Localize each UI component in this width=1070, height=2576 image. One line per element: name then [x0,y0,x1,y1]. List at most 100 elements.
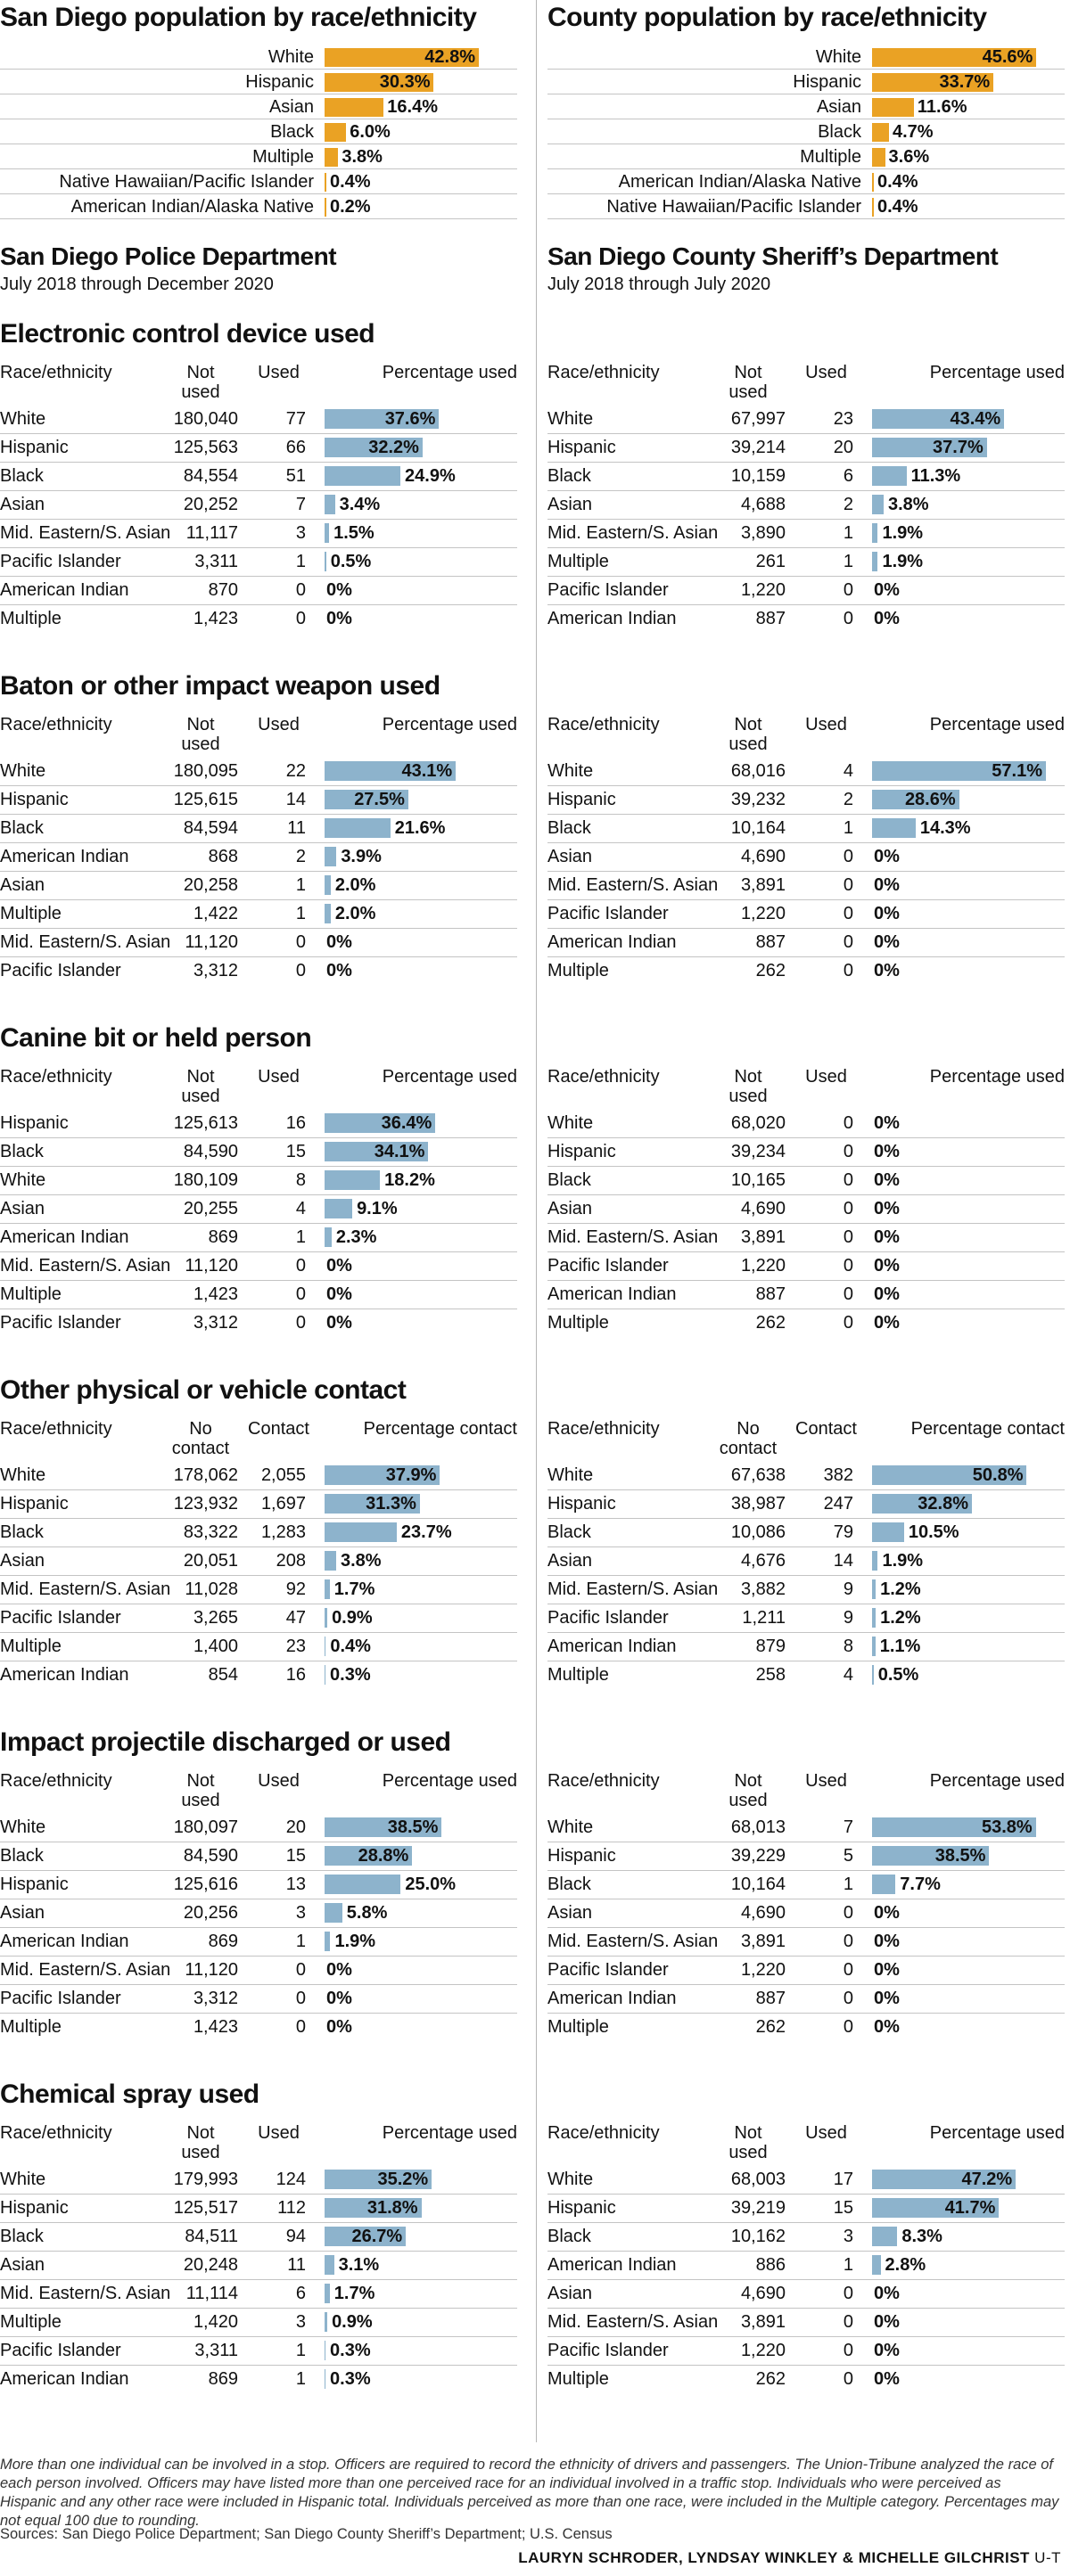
race-label: Hispanic [547,2198,616,2218]
percentage-bar [872,790,959,809]
percentage-label: 0.9% [332,2312,373,2332]
population-bar [325,98,384,117]
credit: LAURYN SCHRODER, LYNDSAY WINKLEY & MICHE… [518,2549,1061,2567]
not-used-value: 3,311 [194,2341,238,2360]
population-category-label: Multiple [800,147,861,167]
population-category-label: Black [270,122,314,142]
not-used-value: 1,220 [740,1960,786,1980]
row-rule [0,1575,517,1576]
header-used: Used [258,1067,300,1087]
not-used-value: 1,420 [193,2312,238,2332]
header-race: Race/ethnicity [0,1771,112,1791]
row-rule [547,218,1065,219]
used-value: 0 [843,2284,853,2303]
sources: Sources: San Diego Police Department; Sa… [0,2526,613,2542]
not-used-value: 1,220 [740,580,786,600]
section-title: Impact projectile discharged or used [0,1727,451,1757]
row-rule [547,1194,1065,1195]
used-value: 1 [843,1875,853,1894]
header-not-used: Not used [728,1771,768,1810]
not-used-value: 10,165 [730,1170,786,1190]
population-row: American Indian/Alaska Native 0.2% [0,194,517,219]
percentage-label: 0% [326,1960,352,1980]
not-used-value: 258 [755,1665,786,1685]
row-rule [0,1280,517,1281]
used-value: 1 [295,875,306,895]
race-label: White [547,1817,594,1837]
percentage-label: 0% [326,580,352,600]
used-value: 208 [276,1551,306,1571]
header-used: Contact [248,1419,309,1439]
used-value: 1 [295,1932,306,1951]
not-used-value: 3,891 [740,1227,786,1247]
used-value: 1 [295,552,306,571]
not-used-value: 67,638 [730,1465,786,1485]
race-label: Multiple [547,2017,609,2037]
not-used-value: 887 [755,609,786,628]
race-label: Pacific Islander [0,2341,121,2360]
row-rule [547,1575,1065,1576]
not-used-value: 10,162 [730,2227,786,2246]
used-value: 0 [843,609,853,628]
percentage-bar [325,1579,330,1599]
race-label: Mid. Eastern/S. Asian [547,1227,719,1247]
percentage-label: 2.8% [885,2255,926,2275]
used-value: 0 [843,1313,853,1333]
header-race: Race/ethnicity [0,1419,112,1439]
population-bar [325,198,326,217]
percentage-label: 0% [874,1199,900,1218]
not-used-value: 20,258 [183,875,238,895]
used-value: 1,697 [260,1494,306,1514]
not-used-value: 10,159 [730,466,786,486]
used-value: 0 [843,1142,853,1161]
percentage-bar [325,1199,353,1218]
percentage-bar [872,818,916,838]
percentage-label: 28.6% [904,790,956,809]
header-percentage: Percentage used [382,2123,517,2143]
header-used: Contact [795,1419,857,1439]
not-used-value: 1,423 [193,609,238,628]
row-rule [547,2308,1065,2309]
percentage-label: 0.3% [330,1665,371,1685]
not-used-value: 1,422 [193,904,238,923]
race-label: Black [0,2227,44,2246]
race-label: Black [547,1522,591,1542]
not-used-value: 3,265 [193,1608,238,1628]
row-rule [0,2013,517,2014]
percentage-label: 1.9% [882,1551,924,1571]
not-used-value: 11,120 [185,1960,238,1980]
not-used-value: 869 [208,1227,238,1247]
department-subtitle: July 2018 through December 2020 [0,275,274,294]
used-value: 23 [285,1637,306,1656]
percentage-label: 0% [874,1170,900,1190]
header-percentage: Percentage contact [910,1419,1065,1439]
row-rule [547,519,1065,520]
used-value: 0 [295,609,306,628]
not-used-value: 3,891 [740,2312,786,2332]
race-label: American Indian [0,2369,129,2389]
header-not-used: Not used [181,1067,220,1106]
percentage-label: 18.2% [384,1170,435,1190]
population-category-label: White [815,47,861,67]
row-rule [547,842,1065,843]
population-chart-title: San Diego population by race/ethnicity [0,3,477,32]
header-race: Race/ethnicity [547,363,660,382]
percentage-label: 31.3% [366,1494,416,1514]
population-bar [325,148,339,167]
used-value: 4 [295,1199,306,1218]
race-label: Pacific Islander [547,1960,669,1980]
not-used-value: 20,248 [183,2255,238,2275]
credit-names: LAURYN SCHRODER, LYNDSAY WINKLEY & MICHE… [518,2549,1030,2566]
race-label: Hispanic [0,438,69,457]
used-value: 9 [843,1608,853,1628]
percentage-label: 0.5% [330,552,372,571]
race-label: Pacific Islander [547,1608,669,1628]
percentage-bar [872,552,878,571]
percentage-bar [872,1494,972,1514]
section-title: Canine bit or held person [0,1023,312,1053]
not-used-value: 180,109 [173,1170,238,1190]
race-label: Hispanic [0,2198,69,2218]
percentage-label: 0% [874,1113,900,1133]
row-rule [0,928,517,929]
race-label: American Indian [0,1932,129,1951]
